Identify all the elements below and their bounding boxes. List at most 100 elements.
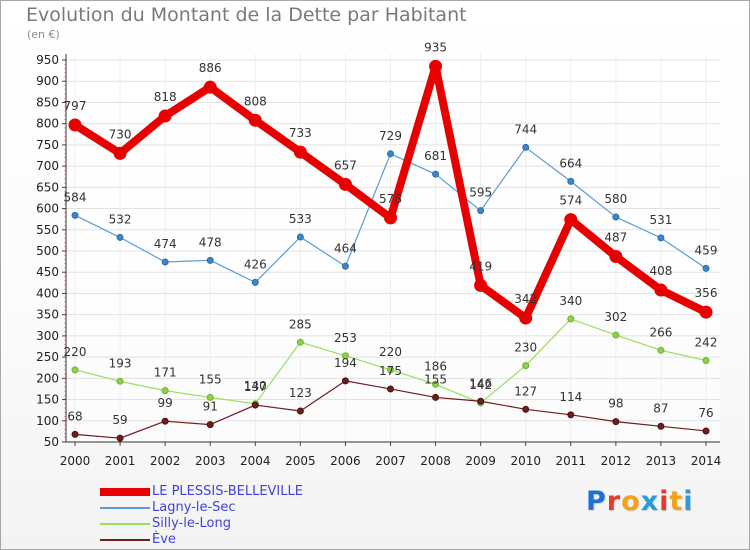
- y-tick-label: 200: [36, 371, 59, 385]
- data-label: 220: [64, 345, 87, 359]
- data-label: 140: [244, 379, 267, 393]
- legend-item: Silly-le-Long: [100, 516, 400, 532]
- data-label: 266: [649, 325, 672, 339]
- y-tick-label: 500: [36, 244, 59, 258]
- data-label: 137: [244, 380, 267, 394]
- data-point: [341, 262, 349, 270]
- data-point: [564, 213, 578, 227]
- data-point: [387, 385, 394, 393]
- data-label: 194: [334, 356, 357, 370]
- legend-swatch: [100, 539, 150, 541]
- y-tick-label: 350: [36, 308, 59, 322]
- data-point: [293, 145, 307, 159]
- legend: LE PLESSIS-BELLEVILLE Lagny-le-Sec Silly-l…: [100, 484, 400, 548]
- data-point: [341, 352, 349, 360]
- x-tick-label: 2007: [375, 454, 406, 468]
- data-point: [612, 213, 620, 221]
- data-label: 531: [649, 213, 672, 227]
- data-point: [432, 393, 440, 401]
- data-point: [654, 283, 668, 297]
- y-tick-label: 550: [36, 223, 59, 237]
- x-tick-label: 2009: [465, 454, 496, 468]
- data-label: 340: [559, 294, 582, 308]
- data-point: [702, 264, 710, 272]
- y-tick-label: 800: [36, 117, 59, 131]
- data-label: 68: [67, 409, 82, 423]
- data-label: 155: [199, 372, 222, 386]
- y-tick-label: 700: [36, 159, 59, 173]
- data-point: [522, 362, 530, 370]
- legend-label: Ève: [152, 532, 176, 547]
- data-point: [116, 233, 124, 241]
- data-label: 408: [649, 264, 672, 278]
- data-label: 356: [695, 286, 718, 300]
- data-point: [116, 434, 124, 442]
- data-point: [657, 234, 665, 242]
- x-tick-label: 2004: [240, 454, 271, 468]
- data-label: 733: [289, 126, 312, 140]
- data-point: [158, 109, 172, 123]
- data-label: 59: [112, 413, 127, 427]
- data-point: [206, 393, 214, 401]
- x-tick-label: 2001: [105, 454, 136, 468]
- data-label: 123: [289, 386, 312, 400]
- data-label: 114: [559, 390, 582, 404]
- data-label: 91: [203, 400, 218, 414]
- data-label: 818: [154, 90, 177, 104]
- y-tick-label: 900: [36, 74, 59, 88]
- x-tick-label: 2013: [646, 454, 677, 468]
- data-point: [341, 377, 349, 385]
- data-point: [474, 278, 488, 292]
- data-label: 574: [559, 194, 582, 208]
- y-tick-label: 650: [36, 180, 59, 194]
- data-point: [699, 305, 713, 319]
- data-label: 478: [199, 235, 222, 249]
- brand-logo-letter: i: [683, 486, 694, 517]
- x-tick-label: 2014: [691, 454, 722, 468]
- series-3: [71, 377, 710, 442]
- brand-logo: Proxiti: [586, 486, 694, 517]
- chart-unit-label: (en €): [27, 28, 60, 41]
- data-point: [702, 357, 710, 365]
- data-label: 681: [424, 149, 447, 163]
- y-tick-label: 250: [36, 350, 59, 364]
- data-label: 242: [695, 336, 718, 350]
- legend-item: Lagny-le-Sec: [100, 500, 400, 516]
- y-tick-label: 850: [36, 95, 59, 109]
- data-label: 664: [559, 156, 582, 170]
- data-point: [522, 405, 530, 413]
- data-point: [161, 387, 169, 395]
- data-label: 464: [334, 241, 357, 255]
- data-label: 886: [199, 61, 222, 75]
- data-label: 127: [514, 384, 537, 398]
- data-label: 533: [289, 212, 312, 226]
- data-point: [432, 380, 440, 388]
- x-tick-label: 2003: [195, 454, 226, 468]
- x-tick-label: 2011: [556, 454, 587, 468]
- data-label: 657: [334, 158, 357, 172]
- data-point: [71, 211, 79, 219]
- data-point: [161, 417, 169, 425]
- series-1: [71, 143, 710, 286]
- data-point: [387, 366, 394, 374]
- data-point: [429, 59, 443, 73]
- data-label: 730: [109, 127, 132, 141]
- data-point: [71, 430, 79, 438]
- data-point: [384, 211, 397, 225]
- data-label: 935: [424, 40, 447, 54]
- y-tick-label: 400: [36, 286, 59, 300]
- brand-logo-letter: r: [606, 486, 622, 517]
- legend-swatch: [100, 507, 150, 509]
- data-label: 230: [514, 341, 537, 355]
- data-point: [567, 411, 575, 419]
- legend-item: LE PLESSIS-BELLEVILLE: [100, 484, 400, 500]
- y-tick-label: 100: [36, 414, 59, 428]
- data-point: [161, 258, 169, 266]
- x-tick-label: 2012: [601, 454, 632, 468]
- y-tick-label: 750: [36, 138, 59, 152]
- data-point: [251, 401, 259, 409]
- data-point: [206, 421, 214, 429]
- data-label: 487: [604, 231, 627, 245]
- data-point: [71, 366, 79, 374]
